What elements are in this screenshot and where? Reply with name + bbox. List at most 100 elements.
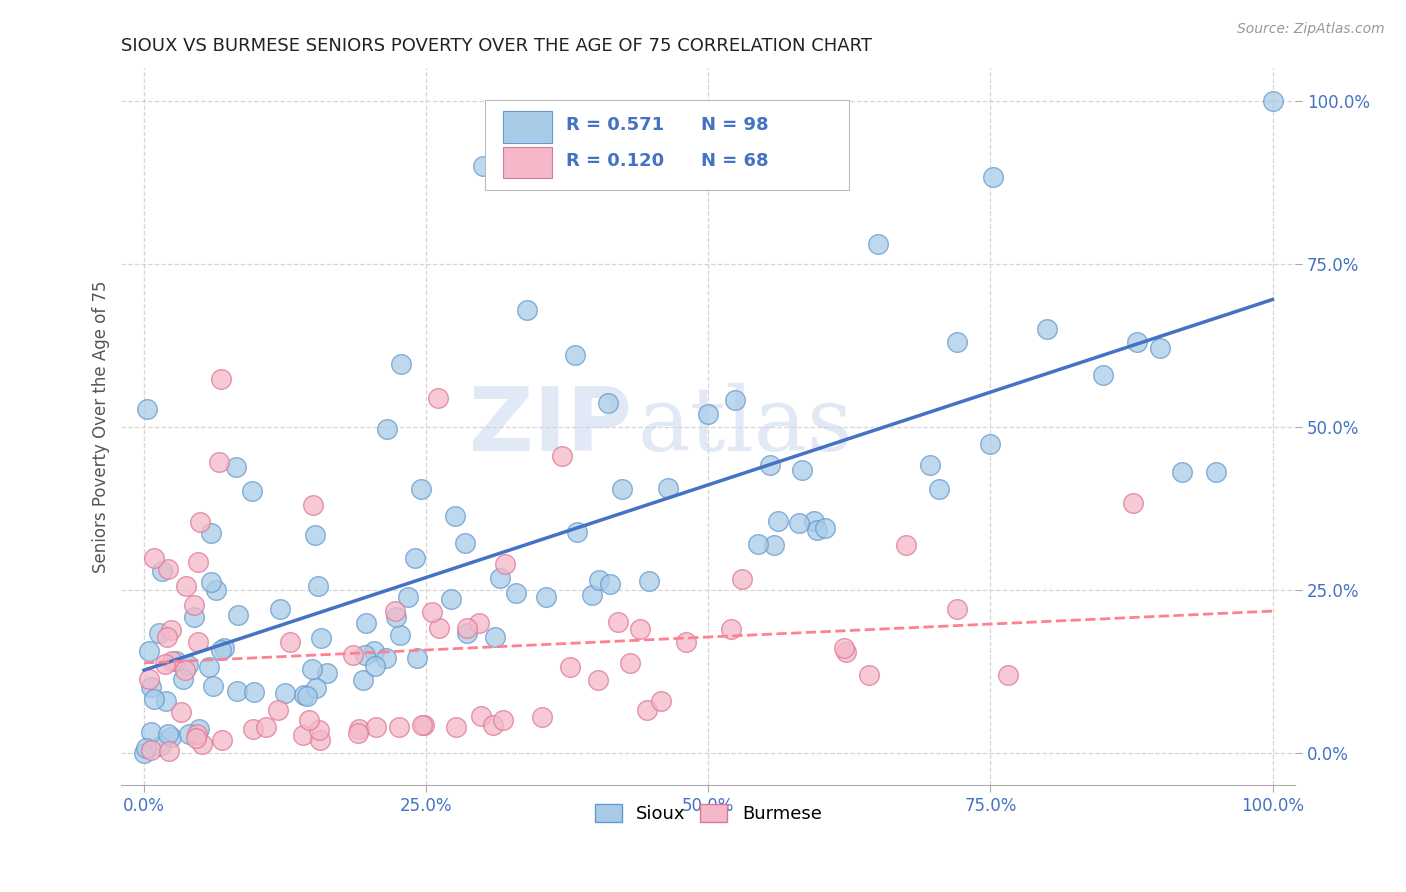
- Point: [134, 746, 156, 760]
- Text: SIOUX VS BURMESE SENIORS POVERTY OVER THE AGE OF 75 CORRELATION CHART: SIOUX VS BURMESE SENIORS POVERTY OVER TH…: [121, 37, 873, 55]
- Point: [610, 482, 633, 496]
- Text: N = 68: N = 68: [702, 153, 769, 170]
- Point: [598, 396, 620, 410]
- Point: [1126, 334, 1149, 349]
- Point: [200, 575, 222, 590]
- Point: [157, 727, 180, 741]
- Point: [254, 721, 277, 735]
- Point: [440, 592, 463, 607]
- Point: [308, 723, 330, 738]
- Point: [347, 726, 370, 740]
- Point: [581, 588, 603, 602]
- Point: [149, 739, 172, 754]
- Point: [186, 727, 208, 741]
- Point: [242, 722, 264, 736]
- Point: [294, 688, 316, 702]
- Point: [153, 657, 176, 672]
- Point: [789, 516, 811, 530]
- Point: [1122, 496, 1144, 510]
- Point: [356, 615, 378, 630]
- Point: [697, 407, 720, 421]
- Point: [411, 717, 433, 731]
- Point: [482, 718, 505, 732]
- Point: [269, 602, 291, 616]
- Point: [174, 579, 197, 593]
- Point: [505, 586, 527, 600]
- Point: [188, 515, 211, 529]
- Point: [209, 643, 232, 657]
- Point: [143, 691, 166, 706]
- Point: [172, 673, 194, 687]
- Point: [588, 574, 610, 588]
- Point: [657, 481, 679, 495]
- Point: [1261, 94, 1284, 108]
- Point: [242, 684, 264, 698]
- Point: [298, 714, 321, 728]
- Point: [159, 623, 181, 637]
- Point: [388, 628, 411, 642]
- FancyBboxPatch shape: [485, 100, 849, 190]
- Point: [295, 690, 318, 704]
- Point: [858, 668, 880, 682]
- Point: [176, 657, 198, 672]
- Point: [560, 660, 582, 674]
- Point: [138, 644, 160, 658]
- Point: [470, 709, 492, 723]
- Point: [536, 591, 558, 605]
- Point: [139, 680, 162, 694]
- Point: [347, 722, 370, 736]
- Point: [628, 622, 651, 636]
- Point: [278, 635, 301, 649]
- Point: [599, 577, 621, 591]
- Point: [1092, 368, 1115, 382]
- Point: [720, 622, 742, 636]
- Point: [981, 170, 1004, 185]
- Point: [530, 710, 553, 724]
- Point: [834, 645, 856, 659]
- Point: [803, 514, 825, 528]
- Point: [489, 571, 512, 585]
- Point: [1171, 466, 1194, 480]
- Point: [240, 484, 263, 499]
- Point: [157, 744, 180, 758]
- Point: [139, 743, 162, 757]
- Point: [291, 728, 314, 742]
- Point: [420, 605, 443, 619]
- Point: [375, 422, 398, 436]
- Point: [150, 564, 173, 578]
- Point: [208, 455, 231, 469]
- Point: [516, 302, 538, 317]
- Point: [266, 703, 288, 717]
- Point: [396, 590, 419, 604]
- Point: [484, 630, 506, 644]
- Point: [814, 521, 837, 535]
- Point: [894, 537, 917, 551]
- Point: [388, 720, 411, 734]
- Point: [792, 463, 814, 477]
- Point: [426, 391, 449, 405]
- Point: [731, 572, 754, 586]
- Point: [197, 660, 219, 674]
- Point: [427, 621, 450, 635]
- FancyBboxPatch shape: [503, 111, 553, 143]
- Point: [409, 482, 432, 496]
- Point: [806, 523, 828, 537]
- Point: [364, 659, 387, 673]
- Point: [454, 536, 477, 550]
- Text: ZIP: ZIP: [470, 384, 631, 470]
- Point: [226, 607, 249, 622]
- Point: [183, 598, 205, 612]
- Point: [342, 648, 364, 662]
- Point: [366, 720, 388, 734]
- Point: [650, 694, 672, 708]
- Point: [301, 661, 323, 675]
- Point: [766, 514, 789, 528]
- Legend: Sioux, Burmese: Sioux, Burmese: [588, 797, 830, 830]
- Point: [565, 524, 588, 539]
- Point: [468, 615, 491, 630]
- Point: [492, 713, 515, 727]
- Point: [160, 654, 183, 668]
- Text: atlas: atlas: [638, 383, 853, 470]
- Point: [316, 665, 339, 680]
- Point: [201, 680, 224, 694]
